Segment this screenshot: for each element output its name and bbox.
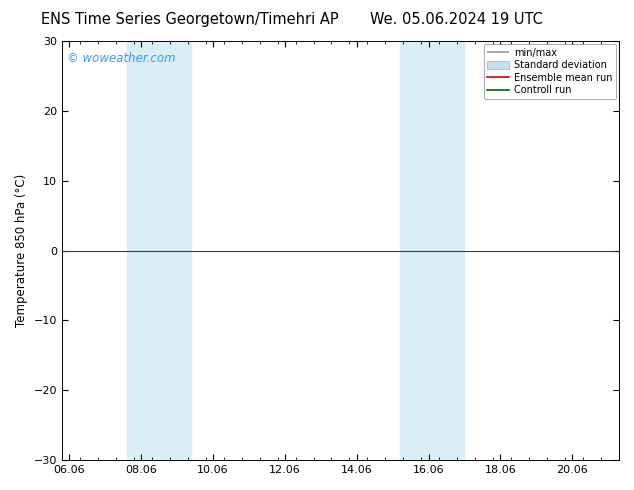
Legend: min/max, Standard deviation, Ensemble mean run, Controll run: min/max, Standard deviation, Ensemble me… [484,44,616,99]
Bar [127,41,191,460]
Text: © woweather.com: © woweather.com [67,51,176,65]
Text: We. 05.06.2024 19 UTC: We. 05.06.2024 19 UTC [370,12,543,27]
Text: ENS Time Series Georgetown/Timehri AP: ENS Time Series Georgetown/Timehri AP [41,12,339,27]
Bar [400,41,465,460]
Y-axis label: Temperature 850 hPa (°C): Temperature 850 hPa (°C) [15,174,28,327]
